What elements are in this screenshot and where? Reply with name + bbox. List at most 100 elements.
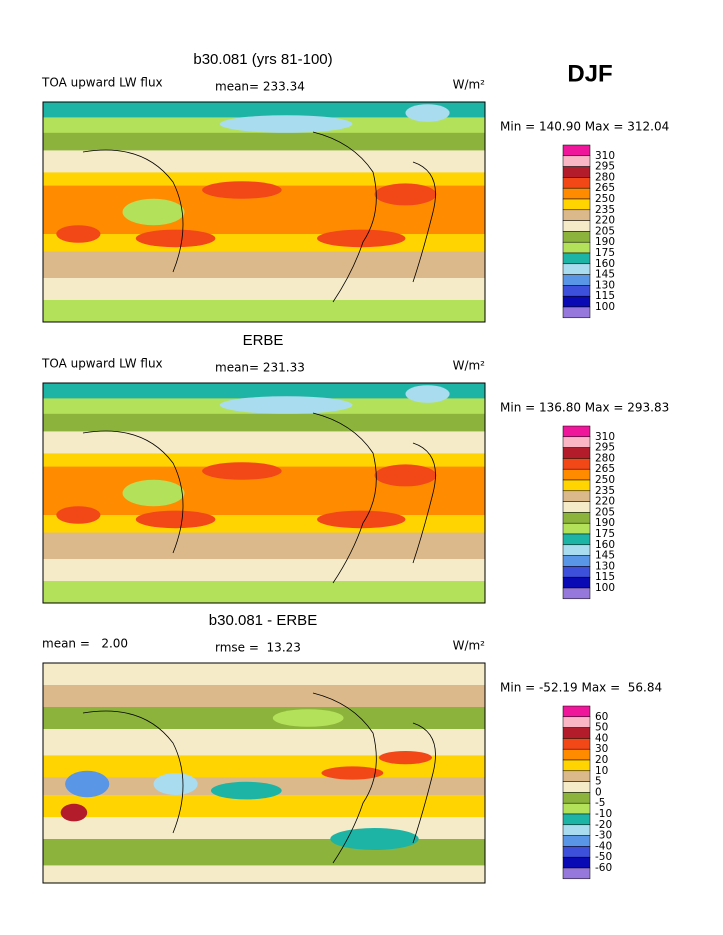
colorbar-label: 205 <box>595 225 615 237</box>
min-max: Min = 136.80 Max = 293.83 <box>500 401 669 415</box>
center-label: rmse = 13.23 <box>215 641 301 655</box>
contour-blob <box>330 828 419 850</box>
colorbar-box <box>562 738 591 750</box>
colorbar-box <box>562 468 591 481</box>
colorbar-label: 160 <box>595 258 615 270</box>
colorbar-box <box>562 512 591 524</box>
coastline <box>82 692 436 864</box>
contour-band <box>43 431 485 454</box>
colorbar-box <box>562 479 591 492</box>
contour-band <box>43 300 485 323</box>
min-max: Min = -52.19 Max = 56.84 <box>500 681 662 695</box>
colorbar-label: -50 <box>595 851 612 863</box>
contour-blob <box>317 229 406 248</box>
units: W/m² <box>453 639 486 653</box>
colorbar-label: 280 <box>595 452 615 464</box>
min-max: Min = 140.90 Max = 312.04 <box>500 120 669 134</box>
colorbar-box <box>562 544 591 556</box>
colorbar-box <box>562 705 591 718</box>
contour-blob <box>122 479 185 507</box>
colorbar-label: 100 <box>595 582 615 594</box>
colorbar-label: -10 <box>595 808 612 820</box>
colorbar-label: 175 <box>595 247 615 259</box>
colorbar-box <box>562 458 591 470</box>
colorbar-label: 130 <box>595 560 615 572</box>
map <box>43 383 485 604</box>
colorbar-box <box>562 781 591 793</box>
colorbar-box <box>562 263 591 275</box>
colorbar-box <box>562 285 591 297</box>
contour-blob <box>202 181 282 199</box>
contour-band <box>43 532 485 560</box>
colorbar-label: 265 <box>595 182 615 194</box>
colorbar-box <box>562 490 591 502</box>
coastline <box>82 131 436 303</box>
contour-blob <box>210 781 282 800</box>
colorbar-label: 250 <box>595 193 615 205</box>
colorbar-label: 10 <box>595 765 608 777</box>
contour-band <box>43 383 485 399</box>
colorbar-box <box>562 533 591 546</box>
contour-band <box>43 278 485 301</box>
colorbar-label: 295 <box>595 161 615 173</box>
colorbar-label: 190 <box>595 517 615 529</box>
colorbar-box <box>562 716 591 728</box>
contour-band <box>43 839 485 866</box>
map-frame <box>42 662 486 884</box>
colorbar-box <box>562 555 591 567</box>
colorbar-label: -40 <box>595 840 612 852</box>
colorbar-box <box>562 813 591 826</box>
contour-band <box>43 795 485 818</box>
colorbar-box <box>562 501 591 513</box>
contour-blob <box>219 396 353 414</box>
contour-band <box>43 172 485 187</box>
contour-blob <box>272 709 344 727</box>
panel-title: b30.081 (yrs 81-100) <box>193 51 332 68</box>
colorbar-box <box>562 792 591 804</box>
contour-blob <box>378 751 432 765</box>
contour-blob <box>135 229 216 248</box>
colorbar-box <box>562 748 591 761</box>
colorbar-label: 175 <box>595 528 615 540</box>
contour-blob <box>56 506 101 524</box>
contour-blob <box>405 385 450 403</box>
colorbar-box <box>562 436 591 448</box>
colorbar-box <box>562 576 591 589</box>
contour-blob <box>65 770 110 798</box>
contour-blob <box>135 510 216 529</box>
center-label: mean= 233.34 <box>215 80 305 94</box>
contour-band <box>43 685 485 708</box>
contour-band <box>43 581 485 604</box>
contour-blob <box>219 115 353 133</box>
map <box>43 102 485 323</box>
colorbar-box <box>562 846 591 858</box>
colorbar-label: 145 <box>595 269 615 281</box>
colorbar-box <box>562 824 591 836</box>
colorbar-label: 190 <box>595 236 615 248</box>
colorbar-label: -30 <box>595 830 612 842</box>
colorbar-box <box>562 144 591 157</box>
contour-blob <box>405 104 450 122</box>
colorbar-label: 115 <box>595 290 615 302</box>
colorbar-label: 160 <box>595 539 615 551</box>
colorbar-label: 235 <box>595 204 615 216</box>
contour-band <box>43 150 485 173</box>
map <box>43 663 485 884</box>
colorbar-label: 40 <box>595 732 608 744</box>
colorbar-box <box>562 187 591 200</box>
left-label: TOA upward LW flux <box>41 357 163 371</box>
contour-band <box>43 865 485 884</box>
colorbar-box <box>562 166 591 178</box>
colorbar-box <box>562 727 591 739</box>
colorbar-box <box>562 177 591 189</box>
colorbar-box <box>562 566 591 578</box>
colorbar-box <box>562 759 591 772</box>
colorbar-label: 220 <box>595 496 615 508</box>
contour-band <box>43 132 485 151</box>
units: W/m² <box>453 359 486 373</box>
colorbar-label: 115 <box>595 571 615 583</box>
colorbar-label: 280 <box>595 171 615 183</box>
colorbar-box <box>562 198 591 211</box>
